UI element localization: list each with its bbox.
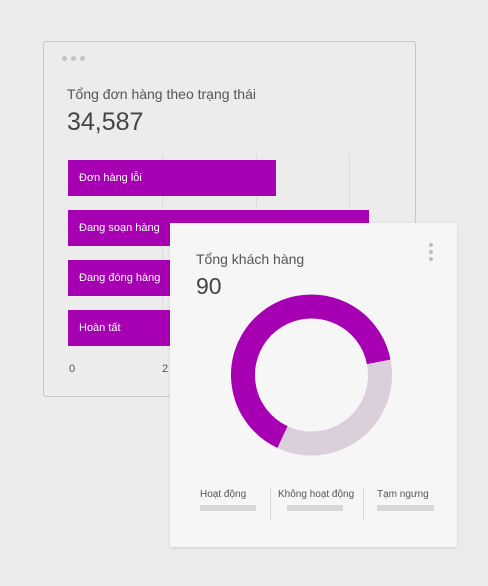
- legend-item-active: Hoạt động: [200, 489, 246, 500]
- x-tick-label: 2: [162, 363, 169, 375]
- legend-bar-inactive: [287, 505, 343, 511]
- donut-slices: [231, 294, 392, 456]
- legend-label: Tạm ngưng: [377, 489, 429, 500]
- donut-slice-1[interactable]: [231, 294, 391, 448]
- bar-don-hang-loi[interactable]: Đơn hàng lỗi: [68, 160, 276, 196]
- legend-label: Không hoạt động: [278, 489, 355, 500]
- legend-divider: [363, 487, 364, 521]
- donut-slice-2[interactable]: [277, 359, 392, 456]
- legend-item-suspended: Tạm ngưng: [377, 489, 429, 500]
- customers-card-title: Tổng khách hàng: [196, 251, 305, 267]
- legend-divider: [270, 487, 271, 521]
- legend-item-inactive: Không hoạt động: [278, 489, 354, 500]
- window-dots-icon[interactable]: [62, 56, 85, 61]
- more-options-icon[interactable]: [429, 243, 433, 261]
- legend-bar-suspended: [377, 505, 434, 511]
- x-tick-label: 0: [69, 363, 76, 375]
- legend-label: Hoạt động: [200, 489, 247, 500]
- orders-card-title: Tổng đơn hàng theo trạng thái: [67, 86, 256, 102]
- orders-total-value: 34,587: [67, 108, 144, 136]
- legend-bar-active: [200, 505, 256, 511]
- customers-card: Tổng khách hàng 90 Hoạt động Không hoạt …: [170, 223, 457, 547]
- customers-total-value: 90: [196, 273, 222, 299]
- grid-line: [162, 154, 163, 350]
- customers-donut-chart: [231, 294, 392, 456]
